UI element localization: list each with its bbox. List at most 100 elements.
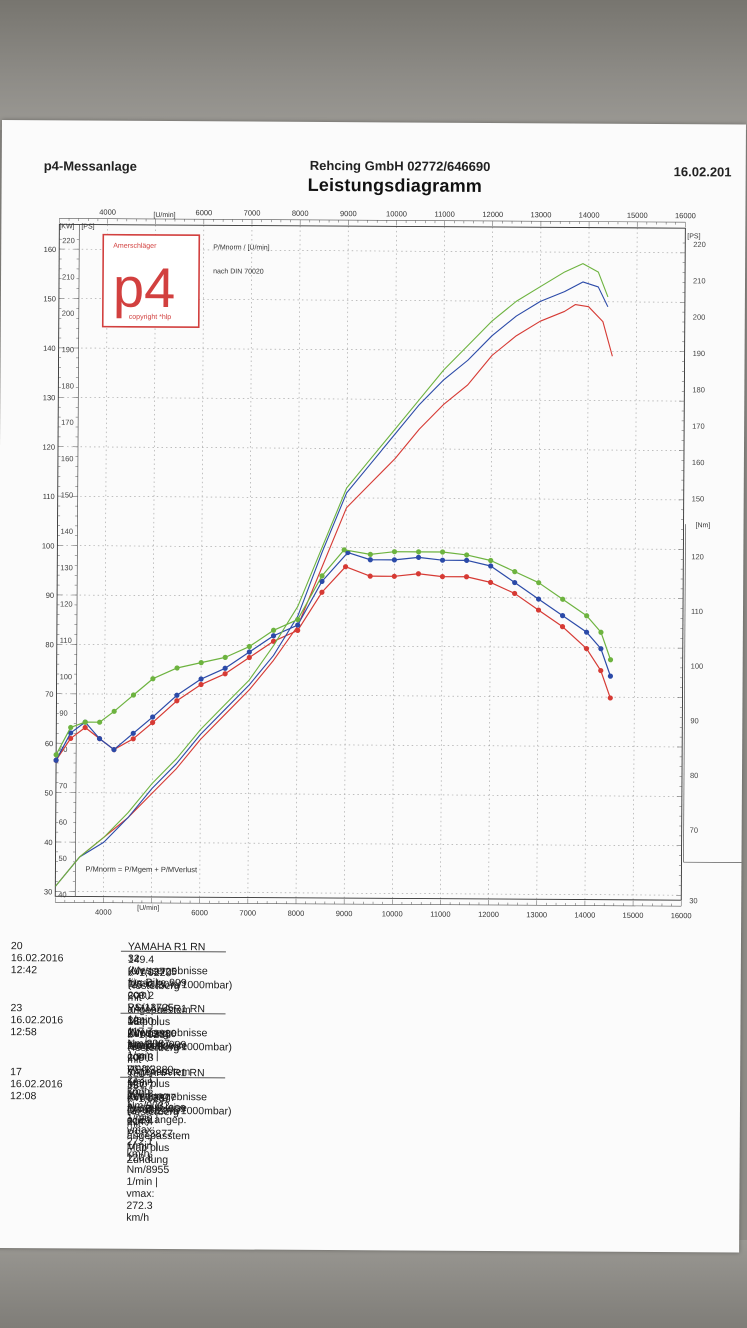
grid-line-horizontal bbox=[56, 693, 683, 698]
torque-point bbox=[222, 671, 228, 677]
nm-tick-label: 70 bbox=[690, 826, 698, 835]
run-timestamp: 16.02.2016 12:42 bbox=[10, 952, 64, 977]
torque-point bbox=[464, 552, 470, 558]
kw-tick-label: 40 bbox=[44, 838, 52, 847]
x-tick-label-top: 8000 bbox=[292, 209, 309, 218]
torque-point bbox=[488, 563, 494, 569]
torque-point bbox=[198, 660, 204, 666]
kw-tick-label: 160 bbox=[44, 245, 57, 254]
grid-line-horizontal bbox=[58, 396, 685, 402]
formula-text: P/Mnorm = P/Mgem + P/MVerlust bbox=[85, 865, 198, 875]
x-tick-label-top: 6000 bbox=[196, 208, 213, 217]
grid-line-vertical bbox=[536, 227, 542, 900]
rpm-bottom-axis bbox=[55, 902, 682, 907]
ps-axis-line bbox=[74, 224, 80, 897]
ps-left-tick-label: 60 bbox=[59, 818, 67, 827]
ps-left-tick-label: 120 bbox=[60, 600, 73, 609]
kw-tick-label: 60 bbox=[45, 739, 53, 748]
x-tick-label-bottom: 4000 bbox=[95, 908, 112, 917]
logo-big-text: p4 bbox=[113, 256, 176, 319]
ps-right-tick-label: 220 bbox=[693, 240, 706, 249]
torque-point bbox=[53, 752, 59, 758]
kw-unit-label: [KW] bbox=[59, 223, 74, 230]
torque-point bbox=[391, 573, 397, 579]
kw-tick-label: 70 bbox=[45, 690, 53, 699]
torque-point bbox=[598, 646, 604, 652]
torque-point bbox=[607, 657, 614, 663]
torque-point bbox=[150, 719, 156, 726]
torque-point bbox=[97, 719, 103, 725]
ps-left-tick-label: 40 bbox=[58, 890, 66, 899]
torque-point bbox=[367, 551, 373, 557]
torque-point bbox=[512, 590, 518, 597]
run-number: 23 bbox=[10, 1002, 23, 1015]
torque-point bbox=[342, 564, 349, 570]
grid-line-horizontal bbox=[57, 594, 684, 600]
power-curve-line bbox=[54, 263, 609, 887]
kw-tick-label: 90 bbox=[46, 591, 54, 600]
background-bottom bbox=[0, 1240, 747, 1328]
torque-point bbox=[512, 579, 518, 586]
kw-tick-label: 80 bbox=[45, 640, 53, 649]
rpm-unit-bottom: [U/min] bbox=[137, 905, 159, 912]
grid-line-horizontal bbox=[57, 545, 684, 550]
torque-point bbox=[583, 629, 590, 635]
kw-tick-label: 150 bbox=[43, 294, 56, 303]
torque-point bbox=[583, 645, 590, 652]
torque-point bbox=[607, 673, 614, 679]
torque-point bbox=[536, 580, 542, 586]
torque-point bbox=[535, 596, 542, 602]
nm-axis-line bbox=[683, 524, 686, 863]
torque-point bbox=[598, 667, 604, 674]
torque-point bbox=[130, 730, 136, 736]
torque-point bbox=[130, 736, 136, 742]
torque-point bbox=[464, 557, 470, 563]
ps-left-tick-label: 170 bbox=[61, 418, 74, 427]
x-tick-label-top: 12000 bbox=[482, 210, 503, 219]
torque-point bbox=[535, 607, 542, 613]
x-tick-label-bottom: 13000 bbox=[526, 910, 547, 919]
torque-point bbox=[111, 708, 117, 714]
torque-point bbox=[82, 724, 88, 731]
ps-left-tick-label: 90 bbox=[59, 709, 67, 718]
chart-axes bbox=[54, 218, 742, 907]
grid-line-vertical bbox=[295, 225, 301, 898]
torque-point bbox=[222, 665, 228, 671]
grid-line-horizontal bbox=[56, 644, 683, 649]
rpm-unit-top: [U/min] bbox=[153, 212, 175, 219]
legend-top: P/Mnorm / [U/min] bbox=[213, 244, 269, 251]
ps-left-tick-label: 220 bbox=[62, 236, 75, 245]
x-tick-label-bottom: 8000 bbox=[288, 909, 305, 918]
torque-point bbox=[560, 596, 566, 602]
ps-left-tick-label: 140 bbox=[60, 527, 73, 536]
chart-series bbox=[53, 263, 614, 887]
torque-point bbox=[463, 574, 470, 580]
grid-line-horizontal bbox=[57, 495, 684, 501]
run-timestamp: 16.02.2016 12:58 bbox=[10, 1014, 64, 1039]
torque-point bbox=[270, 627, 277, 633]
rpm-top-axis bbox=[59, 218, 686, 223]
torque-point bbox=[439, 549, 446, 555]
nm-tick-label: 30 bbox=[689, 896, 697, 905]
torque-point bbox=[96, 736, 103, 742]
x-tick-label-top: 13000 bbox=[531, 210, 552, 219]
ps-right-tick-label: 150 bbox=[692, 494, 705, 503]
x-tick-label-top: 16000 bbox=[675, 211, 696, 220]
run-number: 17 bbox=[10, 1066, 22, 1079]
torque-point bbox=[598, 629, 604, 635]
nm-tick-label: 100 bbox=[691, 662, 704, 671]
torque-point bbox=[415, 549, 422, 555]
torque-point bbox=[367, 573, 373, 579]
torque-point bbox=[111, 746, 117, 753]
torque-point bbox=[367, 557, 373, 563]
torque-point bbox=[150, 714, 156, 720]
background-top bbox=[0, 0, 747, 130]
power-curve-line bbox=[54, 281, 609, 887]
torque-point bbox=[53, 757, 59, 763]
x-tick-label-top: 7000 bbox=[244, 208, 261, 217]
ps-left-tick-label: 200 bbox=[62, 309, 75, 318]
torque-point bbox=[559, 624, 566, 630]
torque-point bbox=[198, 681, 204, 688]
grid-line-vertical bbox=[584, 227, 590, 900]
ps-left-tick-label: 160 bbox=[61, 454, 74, 463]
